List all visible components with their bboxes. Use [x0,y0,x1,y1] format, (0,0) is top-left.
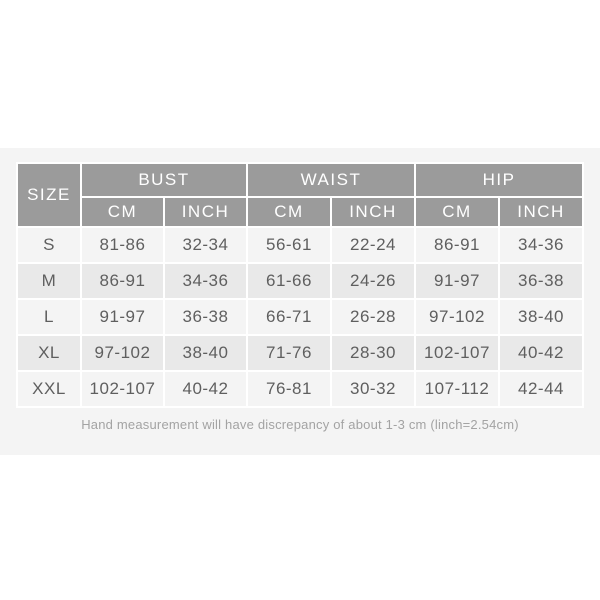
bust-cm-value: 81-86 [79,226,165,264]
size-label: L [15,298,82,336]
hip-inch-value: 34-36 [498,226,584,264]
subheader-bust-inch: INCH [162,196,248,228]
size-label: S [15,226,82,264]
hip-cm-value: 102-107 [414,334,500,372]
hip-cm-value: 107-112 [414,370,500,408]
waist-inch-value: 30-32 [329,370,417,408]
size-label: M [15,262,82,300]
bust-cm-value: 102-107 [79,370,165,408]
waist-inch-value: 24-26 [329,262,417,300]
hip-inch-value: 38-40 [498,298,584,336]
hip-cm-value: 86-91 [414,226,500,264]
bust-inch-value: 40-42 [162,370,248,408]
hip-inch-value: 42-44 [498,370,584,408]
group-header-bust: BUST [79,162,248,198]
bust-inch-value: 32-34 [162,226,248,264]
size-row-s: S 81-86 32-34 56-61 22-24 86-91 34-36 [15,226,584,264]
group-header-row: SIZE BUST WAIST HIP [15,162,584,228]
size-row-l: L 91-97 36-38 66-71 26-28 97-102 38-40 [15,298,584,336]
bust-inch-value: 34-36 [162,262,248,300]
subheader-hip-cm: CM [414,196,500,228]
subheader-hip-inch: INCH [498,196,584,228]
subheader-waist-inch: INCH [329,196,417,228]
subheader-waist-cm: CM [245,196,332,228]
group-header-hip: HIP [414,162,584,198]
sub-header-row: CM INCH CM INCH CM INCH [17,196,584,228]
size-row-xxl: XXL 102-107 40-42 76-81 30-32 107-112 42… [15,370,584,408]
waist-inch-value: 26-28 [329,298,417,336]
size-label: XXL [15,370,82,408]
waist-inch-value: 28-30 [329,334,417,372]
size-chart-table: SIZE BUST WAIST HIP CM INCH CM INCH CM I… [15,162,584,408]
group-header-waist: WAIST [245,162,417,198]
bust-inch-value: 38-40 [162,334,248,372]
bust-inch-value: 36-38 [162,298,248,336]
hip-cm-value: 97-102 [414,298,500,336]
size-row-xl: XL 97-102 38-40 71-76 28-30 102-107 40-4… [15,334,584,372]
bust-cm-value: 91-97 [79,298,165,336]
waist-cm-value: 71-76 [245,334,332,372]
subheader-bust-cm: CM [79,196,165,228]
size-column-header: SIZE [15,162,82,228]
hip-cm-value: 91-97 [414,262,500,300]
waist-cm-value: 61-66 [245,262,332,300]
bust-cm-value: 97-102 [79,334,165,372]
measurement-note: Hand measurement will have discrepancy o… [81,417,519,432]
waist-inch-value: 22-24 [329,226,417,264]
size-label: XL [15,334,82,372]
waist-cm-value: 76-81 [245,370,332,408]
hip-inch-value: 36-38 [498,262,584,300]
size-chart-panel: SIZE BUST WAIST HIP CM INCH CM INCH CM I… [0,148,600,455]
waist-cm-value: 56-61 [245,226,332,264]
waist-cm-value: 66-71 [245,298,332,336]
bust-cm-value: 86-91 [79,262,165,300]
size-row-m: M 86-91 34-36 61-66 24-26 91-97 36-38 [15,262,584,300]
hip-inch-value: 40-42 [498,334,584,372]
